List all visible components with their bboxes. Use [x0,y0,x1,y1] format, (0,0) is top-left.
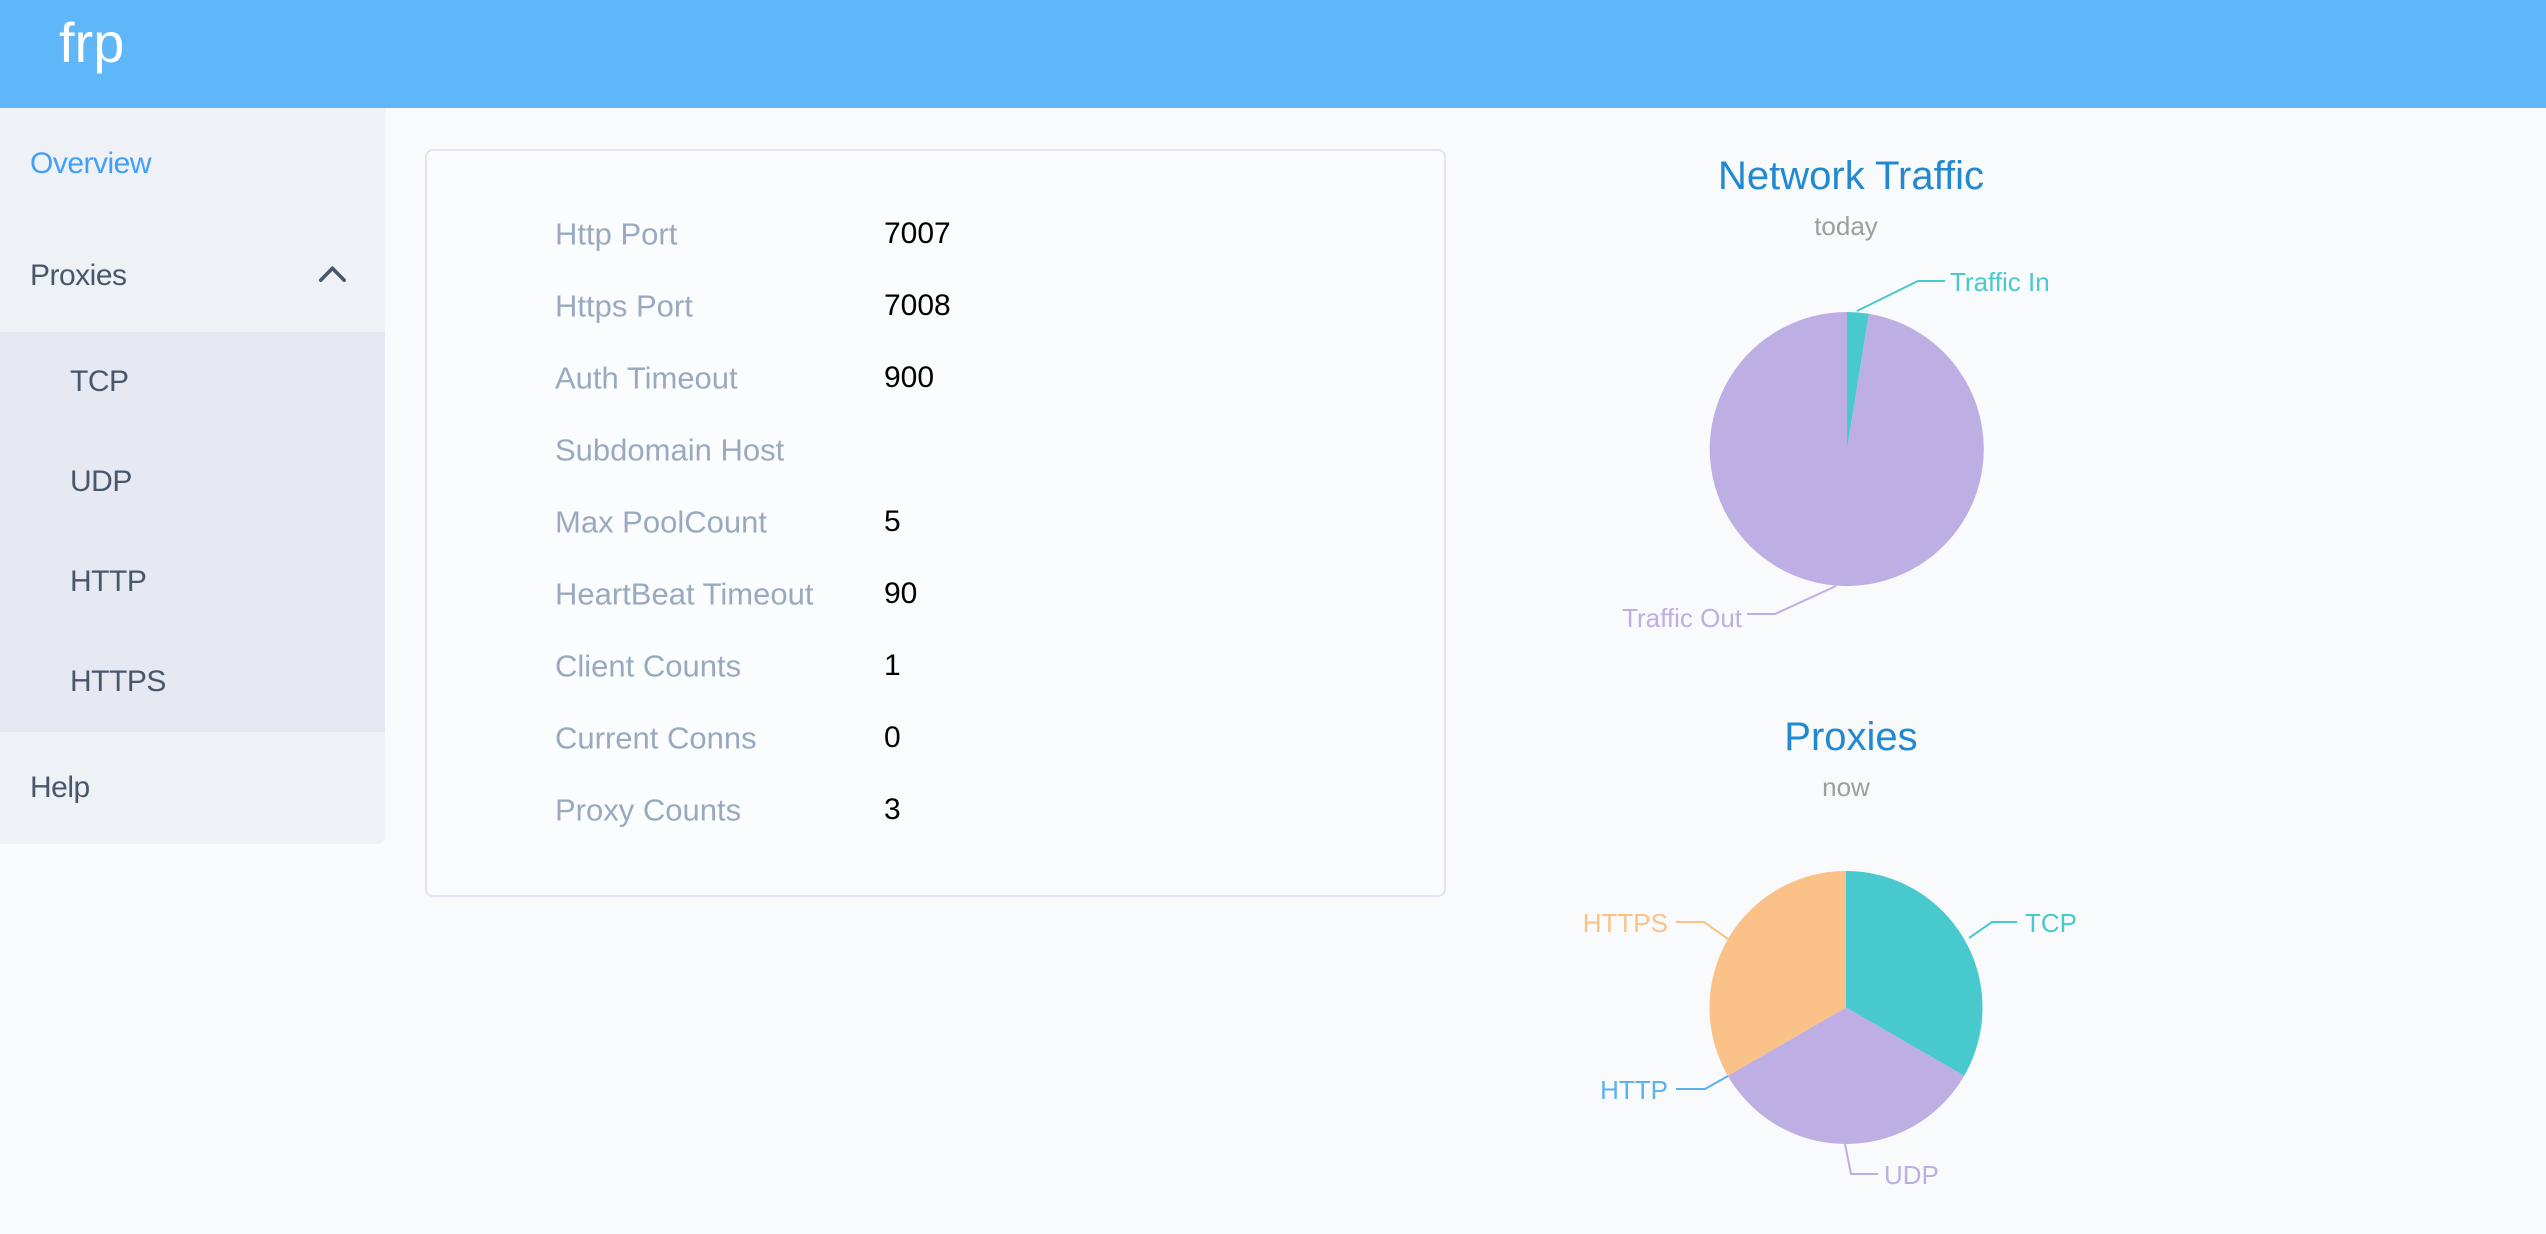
svg-text:Traffic In: Traffic In [1950,267,2050,297]
svg-text:HTTPS: HTTPS [1583,908,1668,938]
svg-text:HTTP: HTTP [1600,1075,1668,1105]
svg-text:UDP: UDP [1884,1160,1939,1190]
svg-text:TCP: TCP [2025,908,2077,938]
svg-text:Traffic Out: Traffic Out [1622,603,1743,633]
